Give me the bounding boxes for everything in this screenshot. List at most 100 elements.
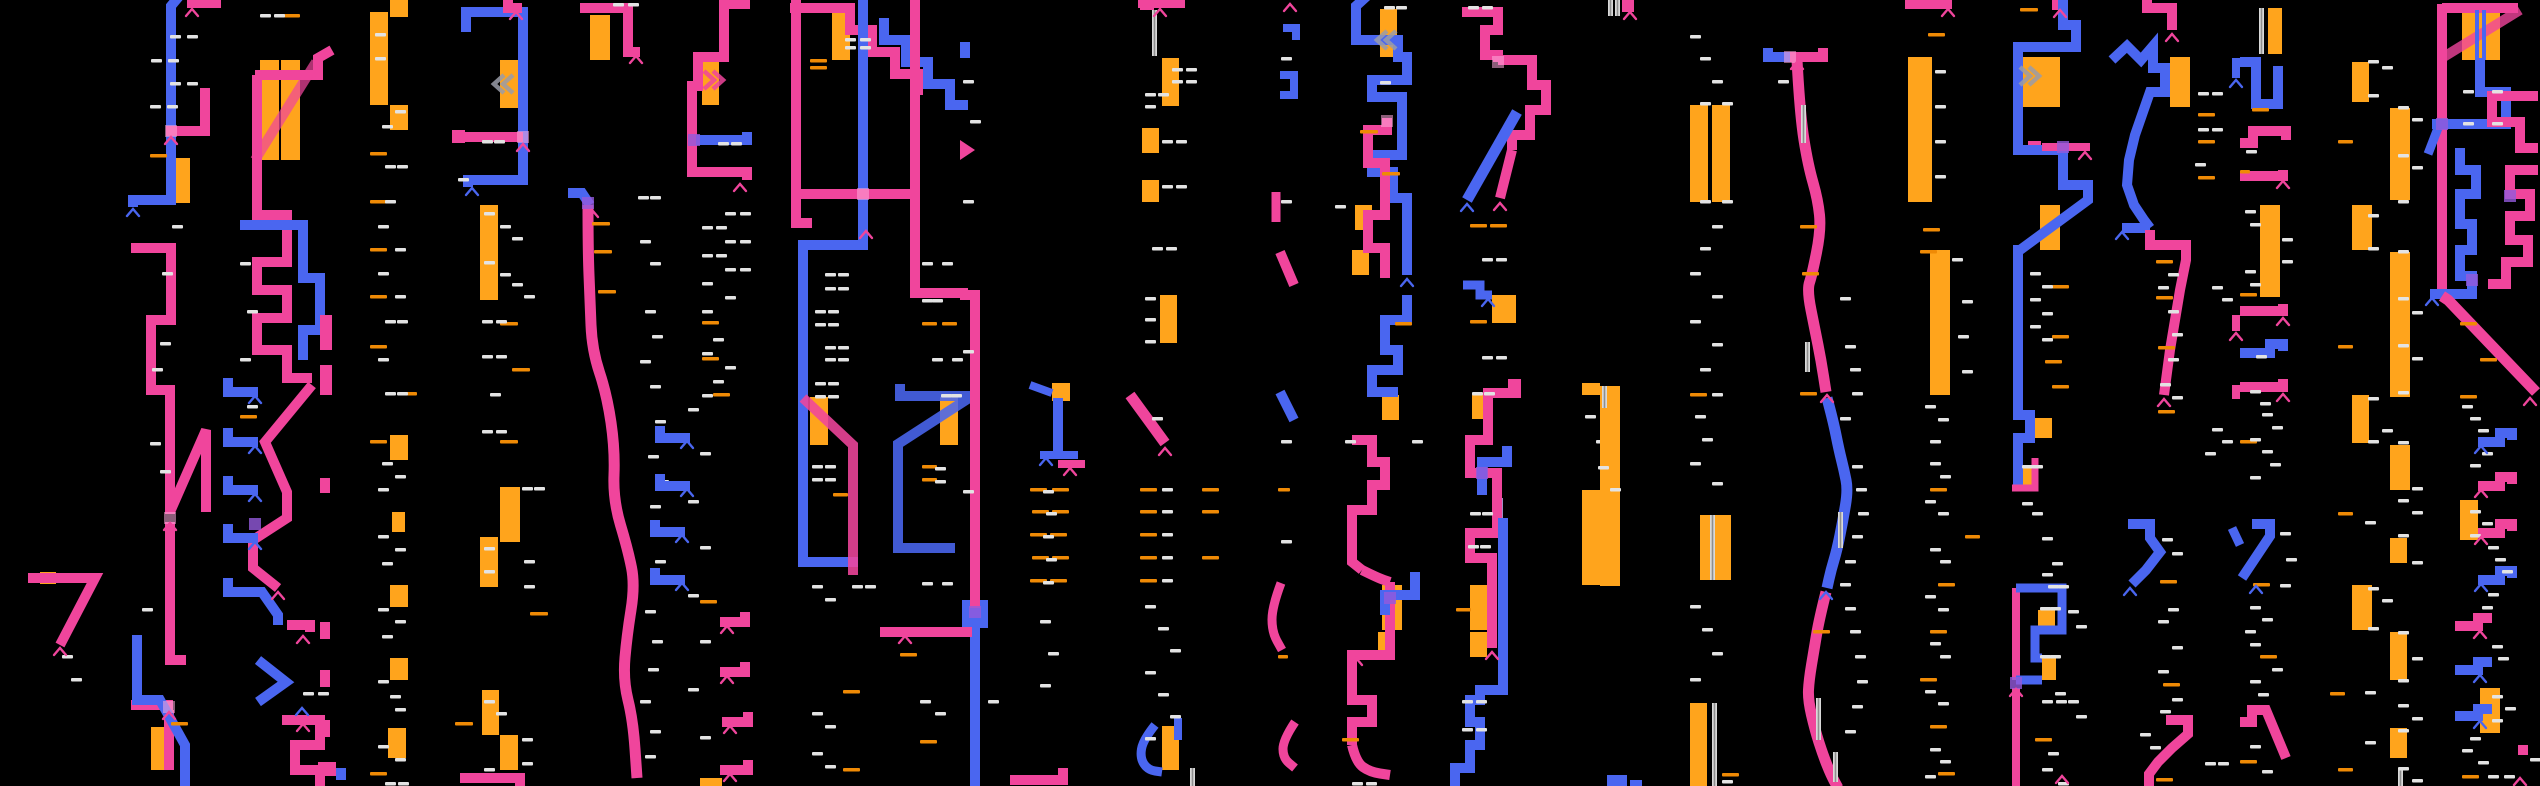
tick-dash-white	[1145, 671, 1156, 675]
caret-marker	[295, 722, 311, 733]
caret-marker	[1484, 650, 1500, 661]
tick-dash-white	[1940, 655, 1951, 659]
tick-dash-white	[2365, 741, 2376, 745]
step-line-blue	[2240, 57, 2283, 109]
tick-dash-white	[825, 287, 836, 291]
tick-dash-white	[652, 335, 663, 339]
tick-dash-white	[2502, 570, 2513, 574]
tick-dash-orange	[2052, 385, 2069, 389]
tick-dash-white	[825, 478, 836, 482]
tick-dash-white	[1470, 512, 1481, 516]
tick-dash-orange	[2052, 335, 2069, 339]
caret-marker	[52, 646, 68, 657]
tick-dash-white	[1690, 462, 1701, 466]
tick-dash-white	[825, 598, 836, 602]
tick-dash-white	[812, 478, 823, 482]
step-line-pink	[2142, 0, 2177, 30]
bar-orange	[2035, 418, 2052, 438]
step-line-pink	[799, 394, 858, 575]
step-line-blue	[223, 524, 258, 543]
tick-dash-white	[1186, 68, 1197, 72]
caret-marker	[1038, 456, 1054, 467]
junction-marker	[2504, 190, 2516, 202]
tick-dash-white	[1462, 728, 1473, 732]
tick-dash-white	[650, 196, 661, 200]
tick-dash-white	[160, 342, 171, 346]
tick-dash-white	[2172, 646, 2183, 650]
tick-dash-white	[2398, 767, 2409, 771]
tick-dash-orange	[1202, 510, 1219, 514]
caret-marker	[2473, 582, 2489, 593]
tick-dash-white	[1396, 6, 1407, 10]
step-line-pink	[165, 522, 186, 665]
tick-dash-white	[1048, 652, 1059, 656]
step-line-blue	[2108, 32, 2170, 231]
step-line-blue	[1463, 280, 1492, 300]
tick-dash-white	[825, 346, 836, 350]
tick-dash-white	[2245, 630, 2256, 634]
tick-dash-white	[1476, 700, 1487, 704]
tick-dash-white	[713, 380, 724, 384]
step-line-blue	[2478, 428, 2517, 447]
tick-dash-white	[1152, 247, 1163, 251]
tick-dash-white	[1484, 392, 1495, 396]
tick-dash-orange	[1202, 488, 1219, 492]
bar-orange	[500, 735, 518, 770]
tick-dash-white	[1176, 185, 1187, 189]
step-line-blue	[1367, 295, 1412, 397]
tick-dash-white	[628, 3, 639, 7]
tick-dash-white	[2488, 593, 2499, 597]
tick-dash-white	[2398, 344, 2409, 348]
tick-dash-white	[484, 547, 495, 551]
tick-dash-white	[2368, 94, 2379, 98]
tick-dash-orange	[2240, 760, 2257, 764]
tick-dash-white	[1366, 782, 1377, 786]
step-line-pink	[722, 712, 753, 727]
tick-dash-white	[395, 110, 406, 114]
tick-dash-orange	[810, 66, 827, 70]
tick-dash-white	[648, 455, 659, 459]
tick-dash-white	[652, 640, 663, 644]
caret-marker	[722, 772, 738, 783]
step-line-pink	[503, 0, 522, 13]
tick-dash-orange	[2045, 360, 2062, 364]
tick-dash-white	[1412, 440, 1423, 444]
tick-dash-white	[1384, 6, 1395, 10]
caret-marker	[247, 492, 263, 503]
tick-dash-white	[484, 700, 495, 704]
tick-dash-orange	[2198, 176, 2215, 180]
step-line-pink	[250, 59, 321, 163]
tick-dash-white	[2492, 645, 2503, 649]
tick-dash-orange	[592, 222, 610, 226]
step-line-blue	[650, 568, 685, 585]
tick-dash-white	[1145, 737, 1156, 741]
tick-dash-white	[2462, 405, 2473, 409]
tick-dash-white	[1690, 272, 1701, 276]
tick-dash-white	[500, 225, 511, 229]
tick-dash-white	[1858, 512, 1869, 516]
tick-dash-white	[2478, 761, 2489, 765]
tick-dash-white	[2222, 298, 2233, 302]
tick-dash-white	[2398, 297, 2409, 301]
tick-dash-white	[815, 382, 826, 386]
tick-dash-white	[2158, 670, 2169, 674]
tick-dash-white	[1712, 343, 1723, 347]
highlight-bar-core	[1713, 703, 1716, 786]
tick-dash-white	[1938, 418, 1949, 422]
tick-dash-white	[942, 262, 953, 266]
tick-dash-white	[1702, 628, 1713, 632]
tick-dash-white	[935, 712, 946, 716]
tick-dash-white	[2482, 606, 2493, 610]
tick-dash-white	[702, 352, 713, 356]
tick-dash-white	[2076, 625, 2087, 629]
tick-dash-white	[2245, 270, 2256, 274]
tick-dash-white	[2368, 587, 2379, 591]
junction-marker	[1384, 592, 1396, 604]
tick-dash-orange	[512, 368, 530, 372]
bar-orange	[2390, 445, 2410, 490]
tick-dash-white	[852, 585, 863, 589]
tick-dash-white	[2050, 655, 2061, 659]
tick-dash-white	[1700, 247, 1711, 251]
tick-dash-orange	[1140, 533, 1157, 537]
tick-dash-white	[1840, 583, 1851, 587]
